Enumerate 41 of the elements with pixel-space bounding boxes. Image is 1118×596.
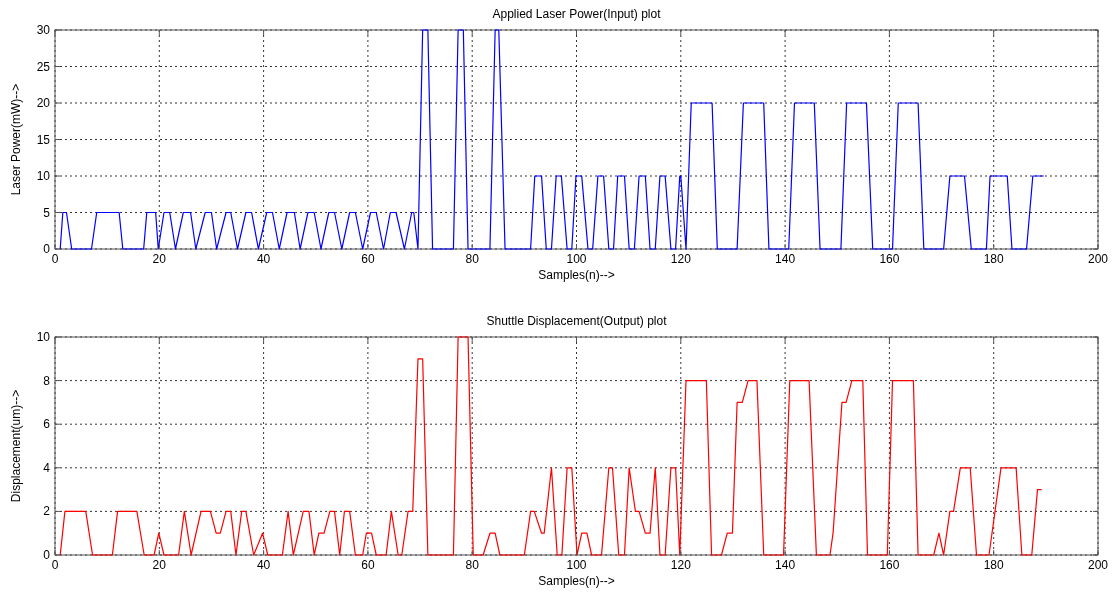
y-tick-label: 4	[43, 460, 51, 475]
y-tick-label: 5	[43, 205, 51, 220]
x-tick-label: 200	[1087, 558, 1109, 572]
x-tick-label: 40	[256, 252, 271, 266]
x-tick-label: 40	[256, 558, 271, 572]
x-tick-label: 60	[361, 558, 375, 572]
y-tick-label: 25	[36, 59, 51, 74]
y-tick-label: 10	[36, 169, 51, 183]
x-axis-title: Samples(n)-->	[538, 574, 615, 588]
y-tick-label: 6	[43, 417, 51, 432]
y-tick-label: 8	[43, 373, 51, 388]
x-tick-label: 160	[879, 252, 900, 266]
chart-title: Applied Laser Power(Input) plot	[492, 7, 662, 21]
y-tick-label: 10	[36, 330, 51, 344]
x-tick-label: 20	[152, 252, 167, 266]
x-tick-label: 160	[879, 558, 900, 572]
y-tick-label: 0	[43, 242, 51, 256]
x-tick-label: 60	[361, 252, 375, 266]
y-tick-label: 20	[36, 96, 51, 110]
x-tick-label: 100	[566, 558, 587, 572]
line-series	[59, 336, 1043, 556]
line-series	[59, 29, 1045, 250]
y-tick-label: 2	[43, 504, 51, 519]
y-axis-title: Displacement(um)-->	[9, 389, 23, 503]
x-axis-title: Samples(n)-->	[538, 268, 615, 282]
y-tick-label: 0	[43, 548, 51, 562]
x-tick-label: 140	[775, 558, 796, 572]
x-tick-label: 80	[465, 252, 480, 266]
x-tick-label: 120	[670, 252, 692, 266]
x-tick-label: 100	[566, 252, 587, 266]
x-tick-label: 20	[152, 558, 167, 572]
x-tick-label: 180	[983, 558, 1005, 572]
x-tick-label: 120	[670, 558, 692, 572]
x-tick-label: 140	[775, 252, 796, 266]
x-tick-label: 180	[983, 252, 1005, 266]
x-tick-label: 80	[465, 558, 480, 572]
x-tick-label: 200	[1087, 252, 1109, 266]
y-tick-label: 15	[36, 132, 51, 147]
y-axis-title: Laser Power(mW)-->	[9, 83, 23, 196]
y-tick-label: 30	[36, 23, 51, 37]
chart-title: Shuttle Displacement(Output) plot	[486, 314, 668, 328]
